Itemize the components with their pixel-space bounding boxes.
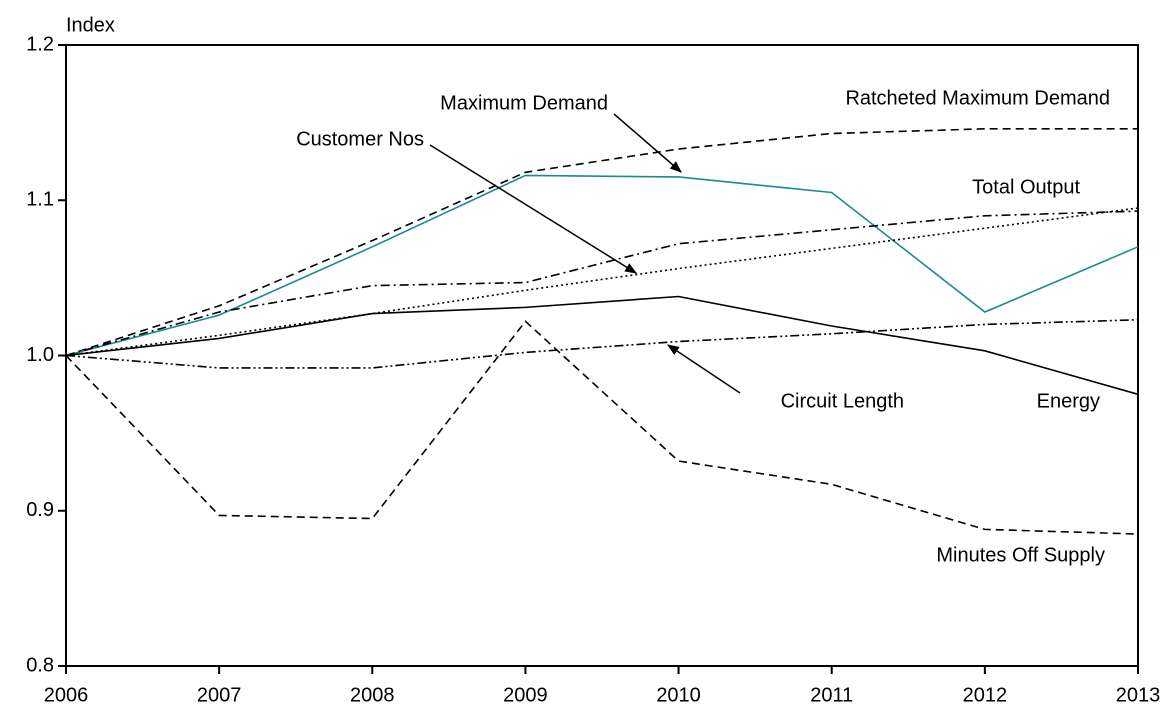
y-tick-label: 1.1	[26, 189, 54, 211]
series-label: Minutes Off Supply	[936, 544, 1105, 566]
x-tick-label: 2008	[350, 684, 395, 706]
series-label: Total Output	[972, 176, 1080, 198]
y-tick-label: 1.2	[26, 33, 54, 55]
annotation-arrow	[667, 344, 741, 394]
series-line	[65, 210, 1139, 357]
series-line	[65, 318, 1139, 369]
series-line	[65, 295, 1139, 396]
y-axis-label: Index	[66, 14, 115, 36]
series-label: Customer Nos	[296, 128, 424, 150]
series-label: Maximum Demand	[440, 92, 608, 114]
x-tick-label: 2006	[44, 684, 89, 706]
series-line	[65, 128, 1138, 357]
x-tick-label: 2009	[503, 684, 548, 706]
series-line	[65, 174, 1139, 357]
series-line	[65, 207, 1139, 357]
annotation-arrow	[429, 144, 638, 274]
x-tick-label: 2013	[1116, 684, 1161, 706]
plot-frame	[65, 44, 1139, 667]
x-tick-label: 2007	[197, 684, 242, 706]
x-tick-label: 2011	[810, 684, 853, 706]
series-line	[65, 320, 1139, 535]
y-tick-label: 0.8	[26, 654, 54, 676]
series-label: Ratcheted Maximum Demand	[845, 87, 1110, 109]
x-tick-label: 2012	[963, 684, 1008, 706]
x-tick-label: 2010	[656, 684, 701, 706]
series-label: Energy	[1037, 390, 1100, 412]
y-tick-label: 0.9	[26, 499, 54, 521]
y-tick-label: 1.0	[26, 344, 54, 366]
annotation-arrow	[613, 113, 682, 173]
series-label: Circuit Length	[781, 390, 904, 412]
